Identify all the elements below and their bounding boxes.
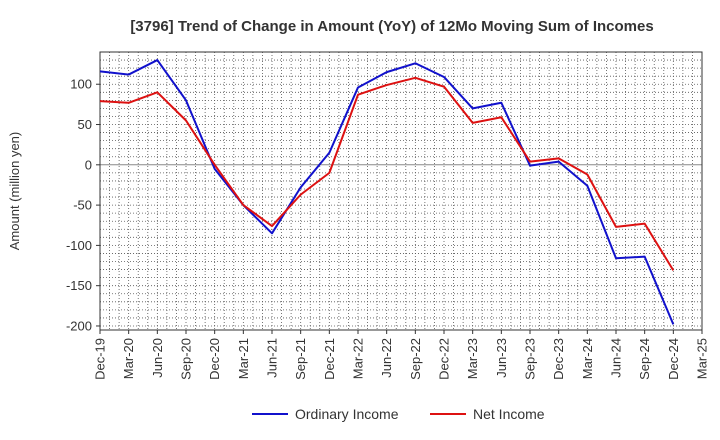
x-tick-label: Mar-24 bbox=[580, 338, 595, 379]
x-tick-label: Sep-22 bbox=[408, 338, 423, 380]
x-tick-label: Sep-23 bbox=[523, 338, 538, 380]
x-tick-labels: Dec-19 Mar-20 Jun-20 Sep-20 Dec-20 Mar-21 Jun-… bbox=[93, 330, 710, 380]
plot-frame bbox=[99, 51, 703, 331]
y-tick-labels: 100 50 0 -50 -100 -150 -200 bbox=[66, 77, 100, 333]
x-tick-label: Jun-20 bbox=[150, 338, 165, 378]
x-tick-label: Sep-21 bbox=[293, 338, 308, 380]
legend-label: Ordinary Income bbox=[295, 406, 399, 422]
x-tick-label: Jun-23 bbox=[494, 338, 509, 378]
series-line-ordinary-income bbox=[99, 59, 675, 325]
series-line-net-income bbox=[99, 76, 675, 271]
y-tick-label: 100 bbox=[70, 77, 92, 92]
x-tick-label: Dec-19 bbox=[93, 338, 108, 380]
series-lines bbox=[99, 59, 675, 325]
grid bbox=[100, 52, 702, 330]
x-tick-label: Sep-20 bbox=[179, 338, 194, 380]
y-tick-label: -150 bbox=[66, 278, 92, 293]
x-tick-label: Dec-20 bbox=[207, 338, 222, 380]
x-tick-label: Mar-23 bbox=[465, 338, 480, 379]
x-tick-label: Jun-21 bbox=[265, 338, 280, 378]
x-tick-label: Sep-24 bbox=[637, 338, 652, 380]
y-tick-label: -50 bbox=[73, 198, 92, 213]
x-tick-label: Mar-25 bbox=[695, 338, 710, 379]
x-tick-label: Mar-22 bbox=[351, 338, 366, 379]
y-tick-label: 50 bbox=[78, 117, 92, 132]
y-tick-label: -100 bbox=[66, 238, 92, 253]
legend: Ordinary Income Net Income bbox=[252, 406, 545, 422]
chart-title: [3796] Trend of Change in Amount (YoY) o… bbox=[130, 18, 653, 35]
y-tick-label: 0 bbox=[85, 157, 92, 172]
x-tick-label: Jun-22 bbox=[379, 338, 394, 378]
y-axis-label: Amount (million yen) bbox=[7, 132, 22, 251]
x-tick-label: Dec-23 bbox=[551, 338, 566, 380]
x-tick-label: Mar-21 bbox=[236, 338, 251, 379]
axes bbox=[99, 51, 703, 331]
x-tick-label: Jun-24 bbox=[609, 338, 624, 378]
x-tick-label: Dec-24 bbox=[666, 338, 681, 380]
x-tick-label: Mar-20 bbox=[121, 338, 136, 379]
legend-label: Net Income bbox=[473, 406, 545, 422]
x-tick-label: Dec-21 bbox=[322, 338, 337, 380]
y-tick-label: -200 bbox=[66, 318, 92, 333]
x-tick-label: Dec-22 bbox=[437, 338, 452, 380]
